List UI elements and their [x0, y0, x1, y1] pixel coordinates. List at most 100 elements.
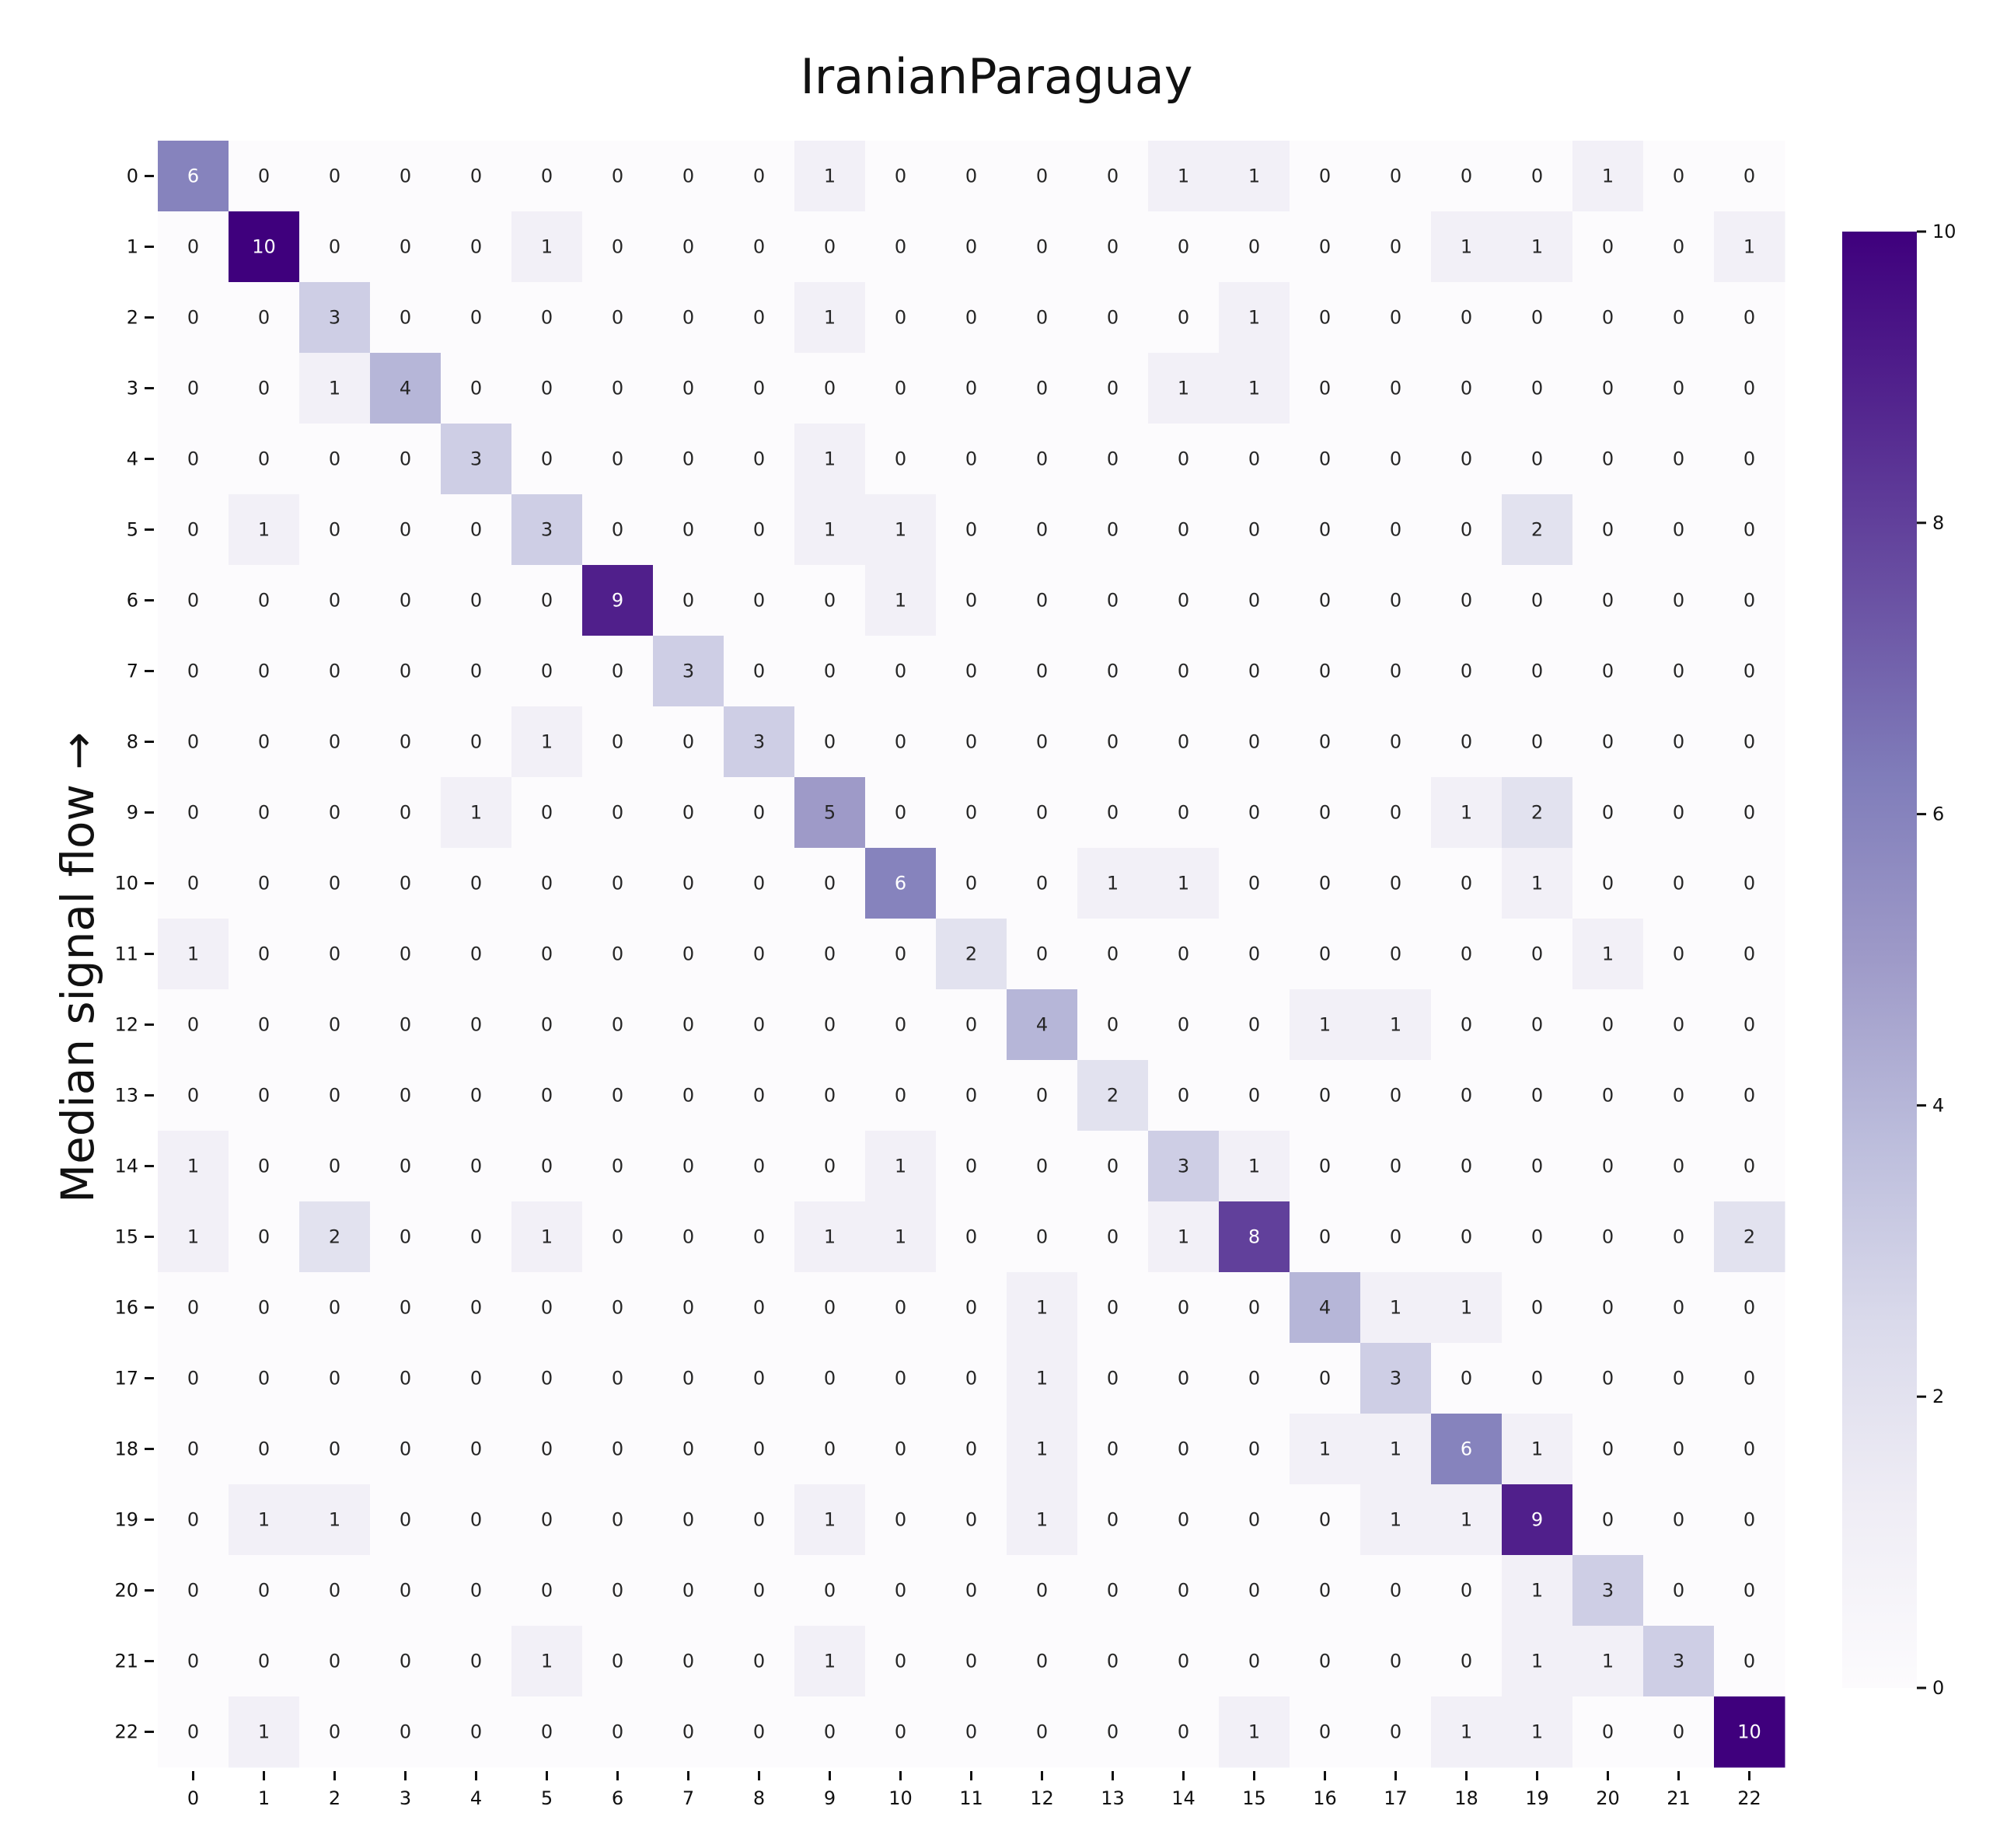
heatmap-cell: [1219, 1272, 1290, 1344]
heatmap-cell: [1290, 1414, 1361, 1485]
cell-value-label: 1: [1390, 1297, 1401, 1319]
cell-value-label: 0: [612, 943, 623, 965]
colorbar-bar: [1842, 232, 1917, 1688]
cell-value-label: 0: [258, 1156, 270, 1177]
heatmap-cell: [582, 636, 654, 707]
cell-value-label: 0: [895, 731, 906, 753]
heatmap-cell: [441, 1484, 512, 1556]
heatmap-cell: [1219, 353, 1290, 424]
cell-value-label: 0: [895, 378, 906, 399]
heatmap-cell: [936, 919, 1007, 990]
cell-value-label: 0: [682, 1580, 694, 1602]
cell-value-label: 0: [1673, 1156, 1684, 1177]
cell-value-label: 0: [470, 1085, 482, 1107]
cell-value-label: 1: [187, 1156, 199, 1177]
cell-value-label: 0: [1602, 307, 1614, 329]
heatmap-cell: [441, 1626, 512, 1697]
colorbar-tick-label: 10: [1932, 221, 1956, 242]
cell-value-label: 0: [1319, 731, 1331, 753]
heatmap-cell: [370, 1414, 442, 1485]
cell-value-label: 0: [541, 1721, 553, 1743]
cell-value-label: 0: [612, 1438, 623, 1460]
cell-value-label: 0: [1107, 1580, 1119, 1602]
cell-value-label: 3: [1178, 1156, 1189, 1177]
cell-value-label: 0: [1743, 519, 1755, 541]
cell-value-label: 6: [187, 166, 199, 187]
heatmap-cell: [1643, 1060, 1715, 1131]
heatmap-cell: [582, 1626, 654, 1697]
x-tick-label: 14: [1171, 1787, 1195, 1809]
cell-value-label: 0: [1743, 1085, 1755, 1107]
cell-value-label: 0: [965, 1297, 977, 1319]
cell-value-label: 0: [895, 1085, 906, 1107]
cell-value-label: 0: [1248, 519, 1260, 541]
heatmap-cell: [1502, 141, 1573, 212]
cell-value-label: 0: [1248, 1085, 1260, 1107]
heatmap-cell: [370, 1626, 442, 1697]
heatmap-cell: [158, 141, 229, 212]
cell-value-label: 0: [1178, 731, 1189, 753]
cell-value-label: 1: [1531, 1438, 1543, 1460]
cell-value-label: 0: [1319, 1368, 1331, 1389]
heatmap-cell: [1290, 565, 1361, 636]
heatmap-cell: [865, 919, 937, 990]
heatmap-cell: [1714, 141, 1785, 212]
cell-value-label: 0: [541, 1156, 553, 1177]
heatmap-cell: [724, 777, 795, 849]
heatmap-cell: [158, 1060, 229, 1131]
heatmap-cell: [299, 636, 371, 707]
cell-value-label: 0: [612, 378, 623, 399]
heatmap-cell: [865, 1131, 937, 1202]
cell-value-label: 0: [1390, 873, 1401, 894]
heatmap-cell: [1007, 1414, 1078, 1485]
cell-value-label: 0: [1036, 873, 1048, 894]
heatmap-cell: [441, 1060, 512, 1131]
heatmap-cell: [1007, 353, 1078, 424]
cell-value-label: 0: [1602, 1721, 1614, 1743]
heatmap-cell: [1290, 1555, 1361, 1627]
cell-value-label: 1: [1743, 236, 1755, 258]
heatmap-cell: [441, 1696, 512, 1768]
cell-value-label: 0: [258, 802, 270, 824]
heatmap-cell: [441, 141, 512, 212]
cell-value-label: 0: [1461, 448, 1472, 470]
cell-value-label: 0: [258, 307, 270, 329]
cell-value-label: 0: [1673, 873, 1684, 894]
cell-value-label: 0: [895, 802, 906, 824]
cell-value-label: 0: [682, 1651, 694, 1672]
cell-value-label: 0: [612, 1226, 623, 1248]
cell-value-label: 1: [1036, 1297, 1048, 1319]
heatmap-cell: [158, 1696, 229, 1768]
cell-value-label: 1: [541, 1651, 553, 1672]
cell-value-label: 0: [1531, 1368, 1543, 1389]
cell-value-label: 0: [1673, 943, 1684, 965]
cell-value-label: 0: [470, 307, 482, 329]
cell-value-label: 0: [470, 1368, 482, 1389]
heatmap-cell: [1148, 1201, 1220, 1273]
heatmap-cell: [1077, 1555, 1149, 1627]
cell-value-label: 0: [187, 236, 199, 258]
heatmap-cell: [724, 282, 795, 354]
cell-value-label: 0: [541, 1509, 553, 1531]
x-tick-label: 18: [1454, 1787, 1478, 1809]
cell-value-label: 0: [1390, 1651, 1401, 1672]
cell-value-label: 0: [1178, 236, 1189, 258]
cell-value-label: 0: [1319, 166, 1331, 187]
heatmap-cell: [794, 636, 866, 707]
y-tick-label: 8: [127, 731, 138, 753]
heatmap-cell: [1572, 141, 1644, 212]
cell-value-label: 0: [400, 1651, 411, 1672]
cell-value-label: 1: [1461, 1509, 1472, 1531]
heatmap-cell: [1360, 706, 1432, 778]
cell-value-label: 0: [753, 1721, 765, 1743]
y-tick-label: 0: [127, 166, 138, 187]
cell-value-label: 0: [1248, 802, 1260, 824]
heatmap-cell: [299, 989, 371, 1061]
y-tick-label: 7: [127, 661, 138, 682]
heatmap-cell: [724, 919, 795, 990]
colorbar-tick-label: 0: [1932, 1677, 1944, 1699]
heatmap-cell: [724, 1060, 795, 1131]
heatmap-cell: [724, 1696, 795, 1768]
x-tick-label: 17: [1384, 1787, 1408, 1809]
cell-value-label: 0: [470, 1721, 482, 1743]
